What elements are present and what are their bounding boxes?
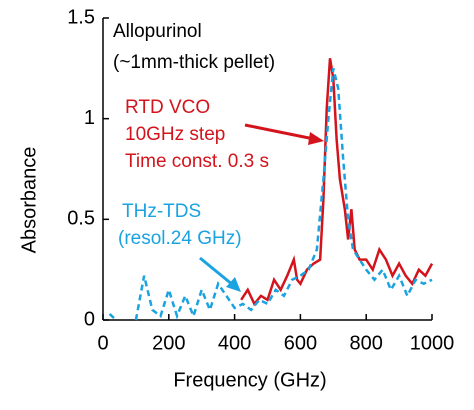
series-label: THz-TDS [122,201,201,222]
x-tick-label: 0 [97,332,108,354]
y-tick-label: 0.5 [67,208,95,230]
arrow [199,256,234,287]
y-tick-label: 1 [84,107,95,129]
series-line [240,58,434,307]
series-label: RTD VCO [125,97,210,118]
arrow-head [226,277,241,292]
annotation: Allopurinol [113,21,202,42]
y-tick-label: 0 [84,308,95,330]
arrow-head [308,132,324,145]
x-tick-label: 800 [350,332,383,354]
annotation: (resol.24 GHz) [118,228,242,249]
y-axis-label: Absorbance [18,147,40,254]
annotation: (~1mm-thick pellet) [113,52,275,73]
series-line [108,68,433,321]
arrow [244,123,315,141]
x-tick-label: 400 [218,332,251,354]
x-tick-label: 600 [284,332,317,354]
x-axis-label: Frequency (GHz) [173,369,326,391]
annotation: 10GHz step [125,124,225,145]
x-tick-label: 200 [152,332,185,354]
x-tick-label: 1000 [410,332,455,354]
annotation: Time const. 0.3 s [125,151,269,172]
y-tick-label: 1.5 [67,6,95,28]
